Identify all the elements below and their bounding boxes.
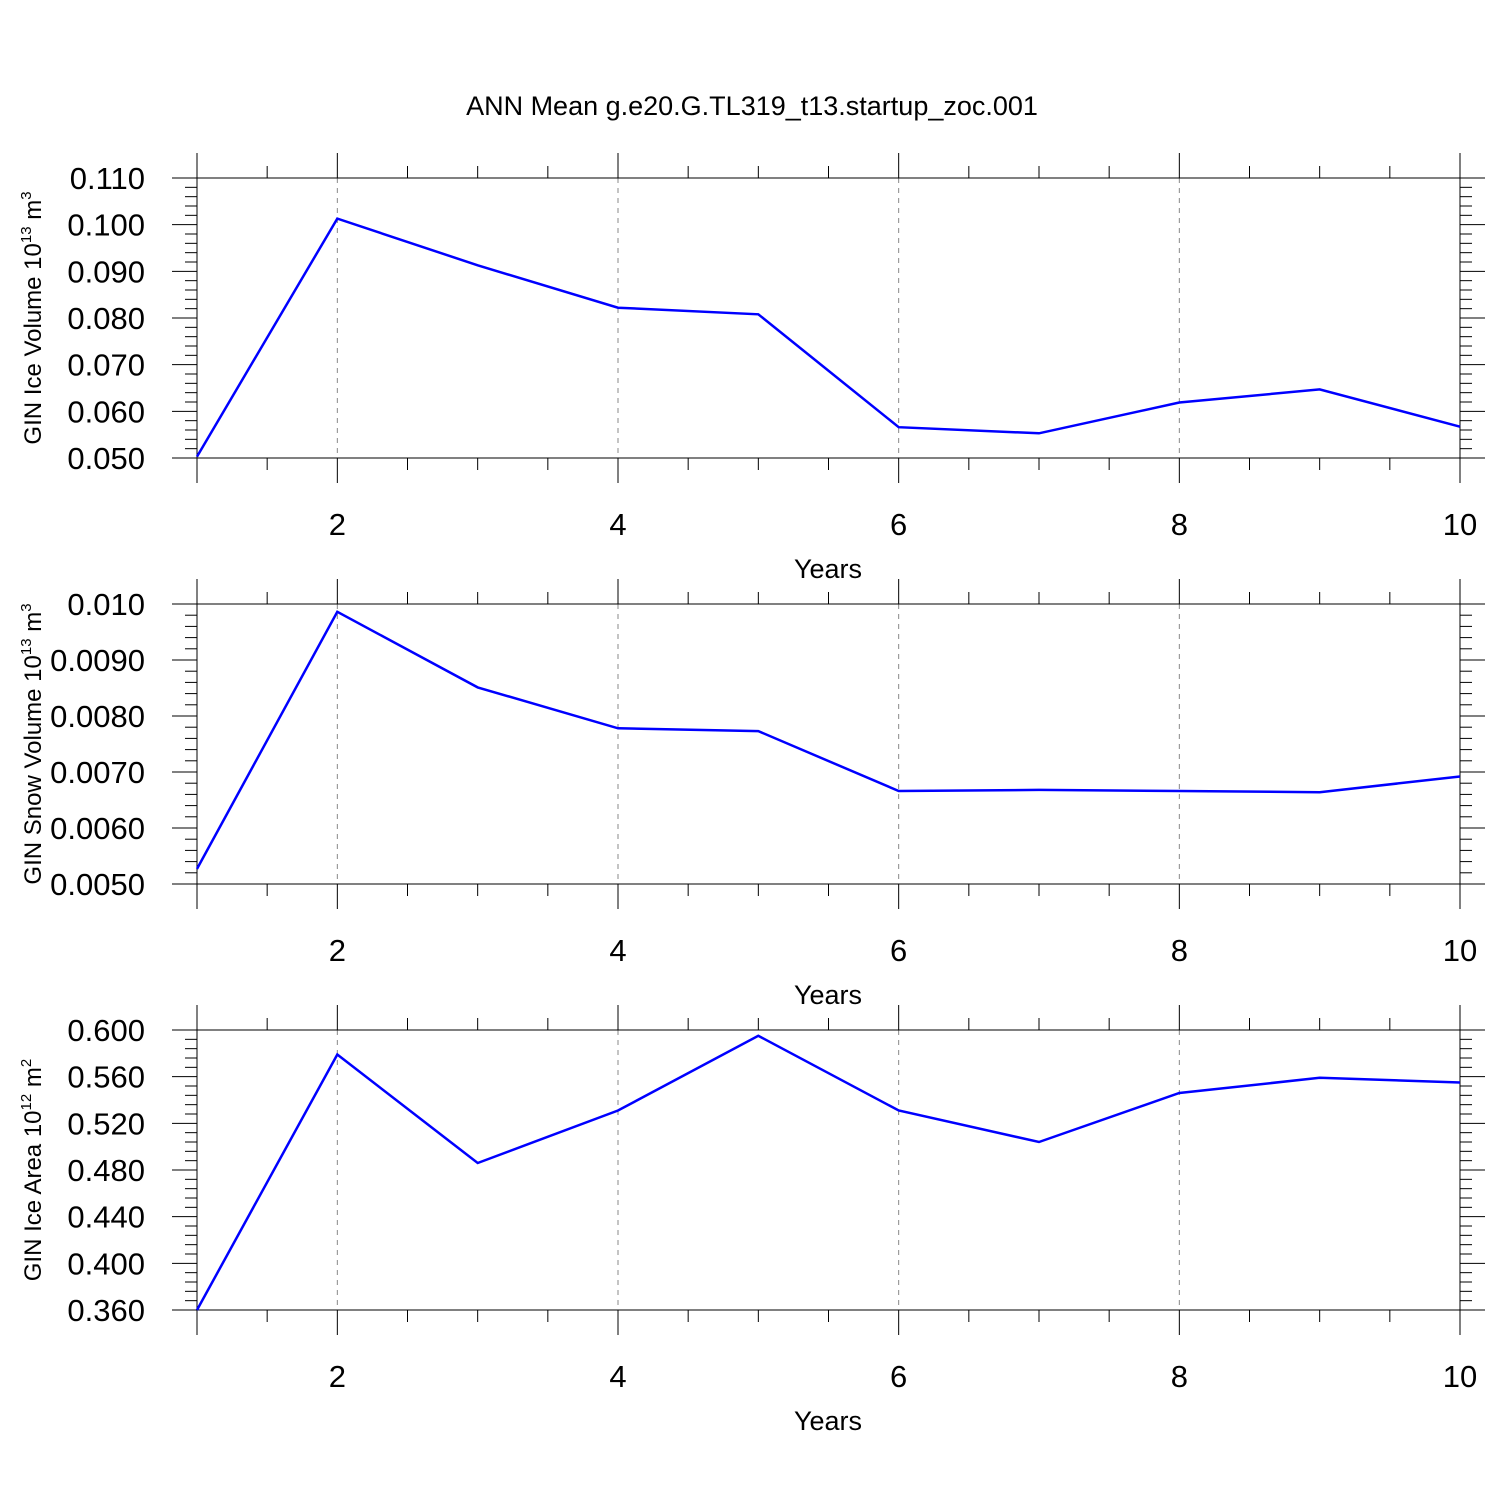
chart-panel-3: 0.360 0.400 0.440 0.480 0.520 0.560 0.600 2 4 6 8 1… <box>18 1005 1485 1436</box>
x-tick-label: 10 <box>1443 933 1477 968</box>
y-tick-label: 0.400 <box>67 1246 145 1281</box>
chart-panel-2: 0.0050 0.0060 0.0070 0.0080 0.0090 0.010 2 4 6 8 1… <box>18 579 1485 1010</box>
x-tick-label: 2 <box>329 1359 346 1394</box>
y-axis-label: GIN Ice Area 1012 m2 <box>18 1059 47 1281</box>
chart-panel-1: 0.050 0.060 0.070 0.080 0.090 0.100 0.110 2 4 6 8 1… <box>18 153 1485 584</box>
x-tick-label: 4 <box>609 933 626 968</box>
x-tick-label: 8 <box>1171 507 1188 542</box>
chart-title: ANN Mean g.e20.G.TL319_t13.startup_zoc.0… <box>466 91 1038 121</box>
x-tick-label: 4 <box>609 507 626 542</box>
x-tick-label: 10 <box>1443 1359 1477 1394</box>
y-tick-label: 0.0070 <box>50 755 145 790</box>
y-tick-label: 0.600 <box>67 1013 145 1048</box>
y-tick-label: 0.010 <box>67 587 145 622</box>
y-tick-label: 0.480 <box>67 1153 145 1188</box>
x-tick-label: 6 <box>890 507 907 542</box>
x-tick-label: 6 <box>890 933 907 968</box>
y-tick-label: 0.0050 <box>50 867 145 902</box>
y-axis-label: GIN Snow Volume 1013 m3 <box>18 603 47 884</box>
x-tick-label: 10 <box>1443 507 1477 542</box>
y-tick-label: 0.080 <box>67 301 145 336</box>
series-line-1 <box>195 217 1461 458</box>
y-axis-label: GIN Ice Volume 1013 m3 <box>18 191 47 444</box>
x-tick-label: 2 <box>329 933 346 968</box>
y-tick-label: 0.0090 <box>50 643 145 678</box>
y-tick-label: 0.360 <box>67 1293 145 1328</box>
y-tick-label: 0.070 <box>67 348 145 383</box>
y-tick-label: 0.440 <box>67 1200 145 1235</box>
x-tick-label: 2 <box>329 507 346 542</box>
x-tick-label: 8 <box>1171 933 1188 968</box>
x-axis-label: Years <box>794 554 862 584</box>
x-tick-label: 4 <box>609 1359 626 1394</box>
y-tick-label: 0.100 <box>67 208 145 243</box>
y-tick-label: 0.0080 <box>50 699 145 734</box>
x-tick-label: 8 <box>1171 1359 1188 1394</box>
series-line-1 <box>195 610 1461 870</box>
x-axis-label: Years <box>794 1406 862 1436</box>
y-tick-label: 0.060 <box>67 394 145 429</box>
y-tick-label: 0.0060 <box>50 811 145 846</box>
series-line-1 <box>195 1034 1461 1311</box>
x-axis-label: Years <box>794 980 862 1010</box>
x-tick-label: 6 <box>890 1359 907 1394</box>
y-tick-label: 0.050 <box>67 441 145 476</box>
y-tick-label: 0.110 <box>70 161 145 196</box>
y-tick-label: 0.520 <box>67 1106 145 1141</box>
y-tick-label: 0.090 <box>67 254 145 289</box>
y-tick-label: 0.560 <box>67 1060 145 1095</box>
